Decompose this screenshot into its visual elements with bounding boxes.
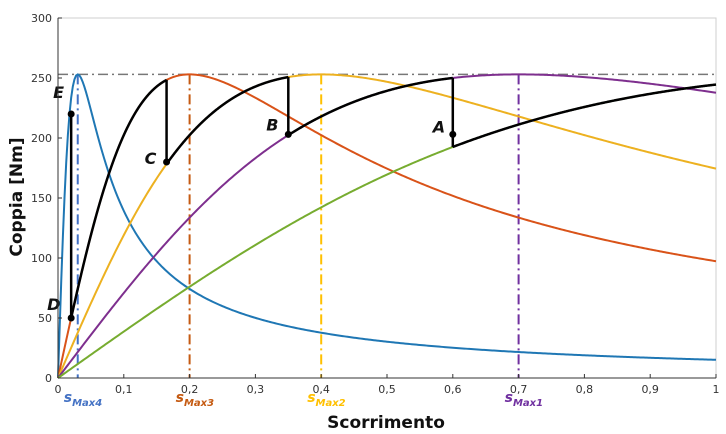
point-A bbox=[449, 130, 457, 138]
torque-curve-5 bbox=[57, 83, 717, 379]
y-axis-title: Coppia [Nm] bbox=[7, 137, 27, 256]
torque-curve-4 bbox=[57, 73, 717, 379]
point-label-D: D bbox=[47, 295, 60, 314]
point-C bbox=[163, 158, 171, 166]
x-tick-label: 0,8 bbox=[576, 383, 594, 396]
x-tick-label: 0,2 bbox=[181, 383, 199, 396]
torque-curves bbox=[57, 73, 717, 379]
x-tick-label: 0,4 bbox=[312, 383, 330, 396]
torque-curve-2 bbox=[57, 73, 717, 379]
trajectory-curve-segment bbox=[452, 83, 717, 149]
point-label-C: C bbox=[145, 149, 157, 168]
x-tick-label: 0 bbox=[55, 383, 62, 396]
smax-label: sMax2 bbox=[307, 390, 345, 409]
plot-frame bbox=[57, 17, 717, 379]
smax-labels: sMax4 sMax3 sMax2 sMax1 bbox=[64, 390, 543, 409]
point-label-E: E bbox=[53, 83, 64, 102]
x-tick-label: 0,3 bbox=[247, 383, 265, 396]
y-tick-label: 50 bbox=[38, 312, 52, 325]
point-label-B: B bbox=[266, 115, 278, 134]
axes bbox=[57, 17, 717, 379]
x-tick-label: 0,7 bbox=[510, 383, 528, 396]
trajectory-curve-segment bbox=[69, 78, 168, 319]
grid-lines bbox=[57, 17, 717, 379]
y-tick-label: 150 bbox=[31, 192, 52, 205]
point-E bbox=[67, 110, 75, 118]
tick-labels: 0 0,1 0,2 0,3 0,4 0,5 0,6 0,7 0,8 0,9 1 0 50 100 150 20… bbox=[31, 12, 720, 396]
x-tick-label: 1 bbox=[713, 383, 720, 396]
y-tick-label: 200 bbox=[31, 132, 52, 145]
point-B bbox=[284, 130, 292, 138]
torque-curve-1 bbox=[57, 73, 717, 379]
x-tick-label: 0,9 bbox=[641, 383, 659, 396]
trajectory-curve-segment bbox=[165, 75, 289, 165]
y-tick-label: 100 bbox=[31, 252, 52, 265]
operating-points: A B C D E bbox=[47, 83, 457, 322]
x-tick-label: 0,5 bbox=[378, 383, 396, 396]
y-tick-label: 250 bbox=[31, 72, 52, 85]
point-D bbox=[67, 314, 75, 322]
x-tick-label: 0,6 bbox=[444, 383, 462, 396]
smax-label: sMax1 bbox=[505, 390, 543, 409]
smax-label: sMax4 bbox=[64, 390, 102, 409]
x-axis-title: Scorrimento bbox=[327, 413, 445, 433]
trajectory-curve-segment bbox=[287, 76, 453, 137]
smax-label: sMax3 bbox=[176, 390, 214, 409]
trajectory bbox=[69, 75, 717, 319]
torque-curve-3 bbox=[57, 73, 717, 379]
point-label-A: A bbox=[431, 117, 445, 136]
y-tick-label: 300 bbox=[31, 12, 52, 25]
x-tick-label: 0,1 bbox=[115, 383, 133, 396]
y-tick-label: 0 bbox=[45, 372, 52, 385]
